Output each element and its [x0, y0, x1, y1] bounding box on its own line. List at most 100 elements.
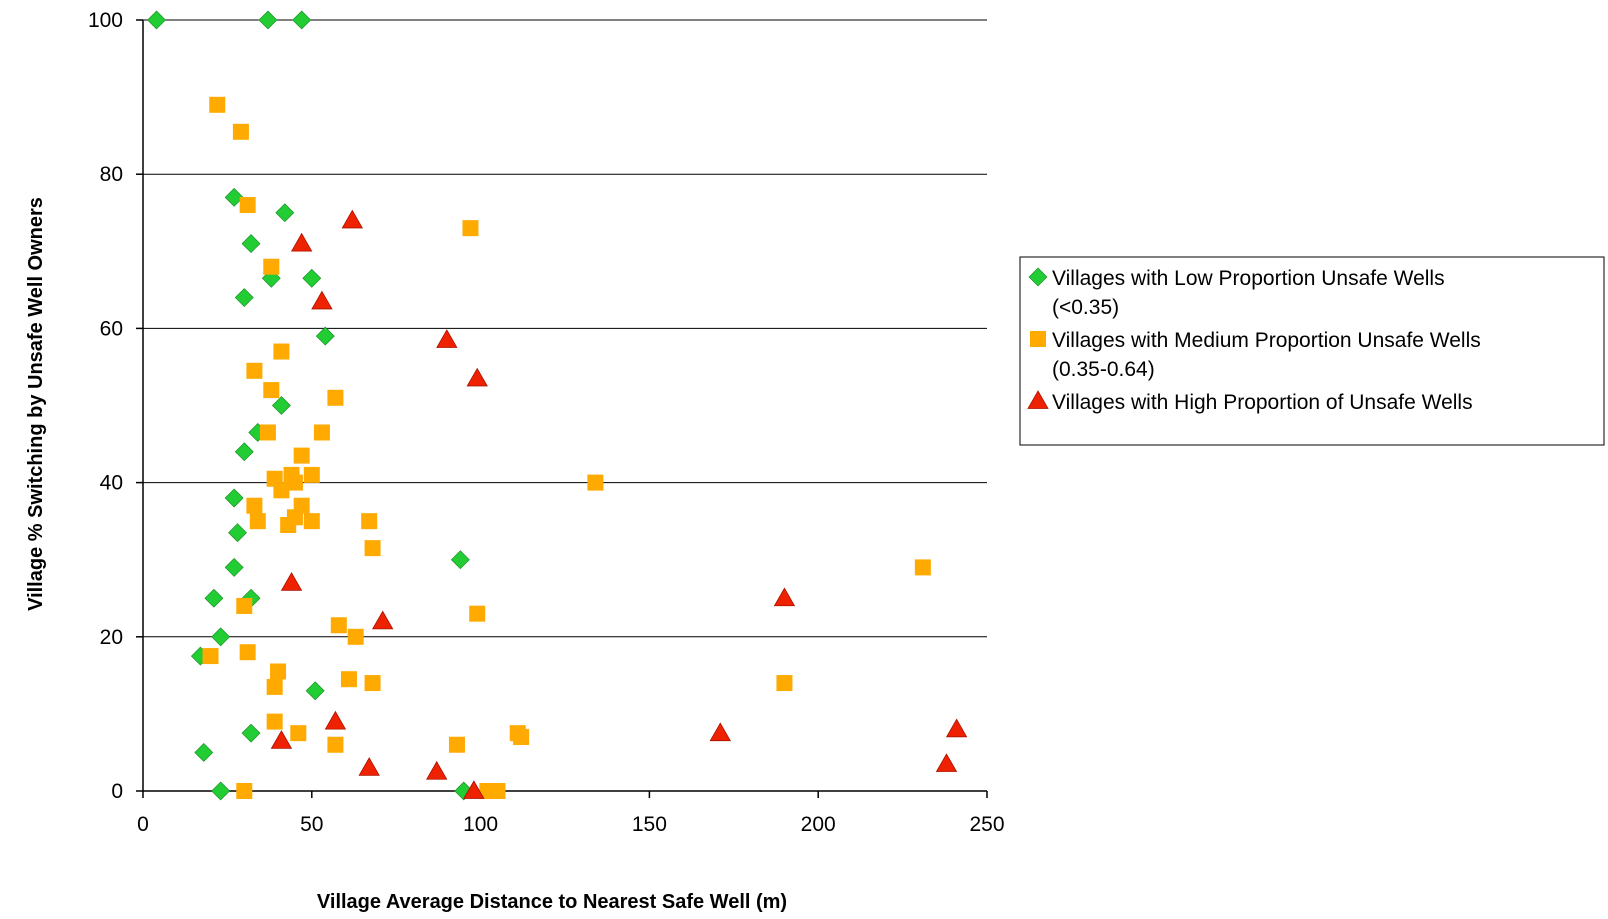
square-point	[290, 725, 307, 742]
tick-marks	[136, 19, 988, 798]
legend-label: Villages with Medium Proportion Unsafe W…	[1052, 329, 1481, 352]
x-tick-label: 150	[632, 813, 667, 836]
triangle-point	[324, 710, 347, 730]
diamond-point	[224, 187, 244, 207]
x-tick-label: 0	[137, 813, 149, 836]
legend-label: (<0.35)	[1052, 296, 1119, 319]
square-point	[340, 671, 357, 688]
triangle-point	[426, 760, 448, 780]
square-point	[239, 197, 256, 214]
diamond-point	[194, 743, 214, 762]
diamond-point	[228, 523, 247, 543]
square-point	[266, 678, 283, 695]
triangle-point	[372, 610, 394, 630]
diamond-point	[224, 557, 244, 577]
square-point	[270, 663, 287, 680]
x-tick-label: 250	[969, 813, 1004, 836]
triangle-point	[773, 587, 796, 607]
legend-item: Villages with High Proportion of Unsafe …	[1027, 390, 1473, 414]
y-tick-label: 0	[111, 780, 123, 803]
y-axis-title: Village % Switching by Unsafe Well Owner…	[25, 197, 47, 611]
triangle-point	[945, 718, 968, 738]
diamond-point	[234, 288, 254, 307]
square-point	[448, 736, 465, 753]
square-point	[330, 617, 347, 634]
square-point	[246, 497, 263, 514]
y-tick-label: 40	[100, 472, 123, 495]
diamond-point	[450, 550, 470, 570]
square-point	[364, 540, 381, 557]
legend-label: Villages with Low Proportion Unsafe Well…	[1052, 267, 1445, 290]
gridlines	[143, 19, 987, 638]
diamond-point	[305, 681, 325, 701]
legend-diamond-icon	[1028, 267, 1048, 287]
diamond-point	[211, 781, 231, 801]
triangle-point	[466, 367, 488, 387]
diamond-point	[241, 234, 261, 254]
diamond-point	[271, 396, 291, 415]
square-point	[587, 474, 604, 491]
square-point	[347, 628, 364, 645]
legend-square-icon	[1030, 331, 1046, 347]
square-point	[263, 258, 280, 275]
square-point	[914, 559, 931, 576]
legend-triangle-icon	[1027, 390, 1049, 409]
legend: Villages with Low Proportion Unsafe Well…	[1019, 256, 1605, 446]
square-point	[361, 513, 378, 530]
x-axis-title: Village Average Distance to Nearest Safe…	[317, 891, 787, 913]
x-tick-label: 100	[463, 813, 498, 836]
x-tick-label: 50	[300, 813, 323, 836]
square-point	[209, 96, 226, 113]
diamond-point	[204, 588, 224, 608]
square-point	[286, 474, 303, 491]
square-point	[513, 729, 530, 746]
diamond-point	[224, 488, 244, 508]
tick-labels: 0 20 40 60 80 100 0 50 100 150 200 250	[88, 9, 1005, 836]
triangle-point	[463, 780, 485, 799]
square-point	[293, 447, 310, 464]
diamond-point	[302, 268, 322, 288]
diamond-point	[234, 442, 254, 462]
diamond-point	[292, 10, 312, 30]
series-diamond	[147, 10, 474, 801]
square-point	[232, 123, 249, 140]
data-points	[147, 10, 968, 801]
legend-label: Villages with High Proportion of Unsafe …	[1052, 391, 1473, 414]
diamond-point	[241, 723, 261, 743]
triangle-point	[709, 722, 731, 742]
axes	[142, 20, 987, 792]
square-point	[280, 517, 297, 534]
square-point	[327, 736, 344, 753]
square-point	[239, 644, 256, 661]
square-point	[776, 675, 793, 692]
legend-box	[1019, 256, 1605, 446]
triangle-point	[270, 730, 293, 749]
square-point	[236, 783, 253, 799]
diamond-point	[275, 203, 295, 223]
y-tick-label: 100	[88, 9, 123, 32]
square-point	[489, 783, 506, 799]
square-point	[246, 362, 263, 379]
diamond-point	[147, 10, 166, 30]
diamond-point	[315, 326, 335, 346]
x-tick-label: 200	[801, 813, 836, 836]
y-tick-label: 60	[100, 317, 123, 340]
square-point	[313, 424, 330, 441]
series-triangle	[270, 209, 968, 799]
legend-item: Villages with Medium Proportion Unsafe W…	[1030, 329, 1481, 381]
square-point	[303, 513, 320, 530]
y-tick-label: 80	[100, 163, 123, 186]
square-point	[202, 648, 219, 665]
diamond-point	[211, 627, 231, 647]
square-point	[249, 513, 266, 530]
square-point	[236, 597, 253, 614]
diamond-point	[258, 10, 278, 30]
square-point	[266, 713, 283, 730]
triangle-point	[290, 232, 313, 252]
square-point	[273, 343, 290, 360]
square-point	[263, 382, 280, 399]
square-point	[469, 605, 486, 622]
legend-label: (0.35-0.64)	[1052, 358, 1155, 381]
triangle-point	[358, 757, 380, 776]
